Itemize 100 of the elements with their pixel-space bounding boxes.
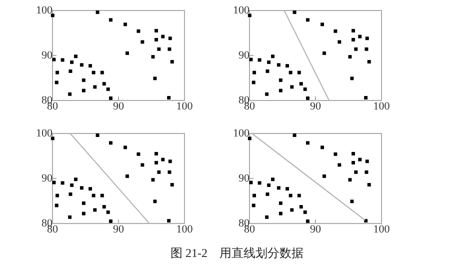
- point: [88, 64, 92, 68]
- point: [54, 80, 58, 84]
- x-tick-label: 100: [176, 100, 194, 112]
- point: [306, 18, 310, 22]
- point: [290, 208, 294, 212]
- point: [151, 178, 155, 182]
- y-tick-label: 100: [36, 4, 53, 16]
- point: [320, 146, 324, 150]
- point: [126, 174, 129, 178]
- point: [364, 96, 368, 100]
- point: [354, 170, 358, 174]
- point: [157, 47, 161, 51]
- point: [140, 163, 144, 167]
- x-tick-label: 90: [113, 100, 124, 112]
- point: [106, 210, 110, 214]
- point: [136, 29, 140, 33]
- point: [56, 70, 60, 74]
- point: [60, 181, 64, 185]
- point: [154, 152, 158, 156]
- y-tick-label: 100: [36, 128, 53, 140]
- point: [252, 204, 256, 208]
- point: [334, 152, 338, 156]
- point: [299, 205, 303, 209]
- point: [364, 170, 368, 174]
- point: [358, 34, 362, 38]
- point: [106, 87, 110, 91]
- point: [265, 215, 269, 219]
- point: [74, 178, 78, 182]
- point: [248, 14, 252, 18]
- point: [82, 201, 86, 205]
- point: [136, 152, 140, 156]
- point: [350, 200, 354, 204]
- x-tick-label: 90: [310, 100, 322, 112]
- point: [93, 208, 97, 212]
- point: [170, 183, 174, 186]
- point: [286, 187, 290, 191]
- point: [161, 158, 165, 162]
- point: [80, 63, 84, 67]
- point: [278, 88, 282, 92]
- point: [322, 51, 326, 55]
- point: [266, 69, 270, 73]
- point: [352, 38, 356, 42]
- point: [297, 194, 301, 198]
- point: [109, 18, 112, 22]
- point: [68, 215, 72, 219]
- point: [303, 210, 307, 214]
- point: [140, 40, 144, 44]
- point: [306, 141, 310, 145]
- point: [80, 186, 84, 190]
- point: [70, 183, 74, 187]
- point: [102, 82, 106, 86]
- point: [154, 28, 158, 32]
- point: [297, 70, 301, 74]
- point: [352, 152, 356, 156]
- point: [54, 204, 58, 208]
- point: [100, 70, 104, 74]
- y-tick-label: 90: [238, 172, 250, 184]
- point: [56, 194, 60, 198]
- point: [161, 34, 165, 38]
- point: [168, 170, 172, 174]
- point: [252, 194, 256, 198]
- point: [365, 36, 369, 40]
- point: [367, 60, 371, 64]
- point: [271, 178, 274, 182]
- point: [306, 219, 310, 223]
- point: [92, 70, 96, 74]
- point: [68, 92, 72, 96]
- point: [82, 88, 86, 92]
- point: [168, 47, 172, 51]
- point: [365, 160, 369, 164]
- point: [258, 58, 262, 62]
- point: [278, 201, 282, 205]
- point: [364, 47, 368, 51]
- point: [60, 58, 64, 62]
- point: [124, 22, 127, 26]
- point: [288, 70, 292, 74]
- point: [154, 160, 158, 164]
- point: [271, 54, 274, 58]
- point: [168, 160, 172, 164]
- point: [352, 28, 356, 32]
- point: [70, 60, 74, 64]
- point: [168, 36, 172, 40]
- point: [252, 70, 256, 74]
- point: [286, 64, 290, 68]
- point: [248, 136, 252, 140]
- point: [109, 96, 112, 100]
- point: [352, 160, 356, 164]
- point: [288, 194, 292, 198]
- point: [278, 212, 282, 216]
- point: [68, 192, 72, 196]
- point: [153, 76, 157, 80]
- point: [367, 183, 371, 186]
- point: [306, 96, 310, 100]
- point: [100, 194, 104, 198]
- point: [276, 63, 280, 67]
- point: [322, 174, 326, 178]
- point: [96, 10, 100, 14]
- point: [96, 134, 100, 137]
- point: [167, 96, 171, 100]
- x-tick-label: 100: [373, 224, 390, 236]
